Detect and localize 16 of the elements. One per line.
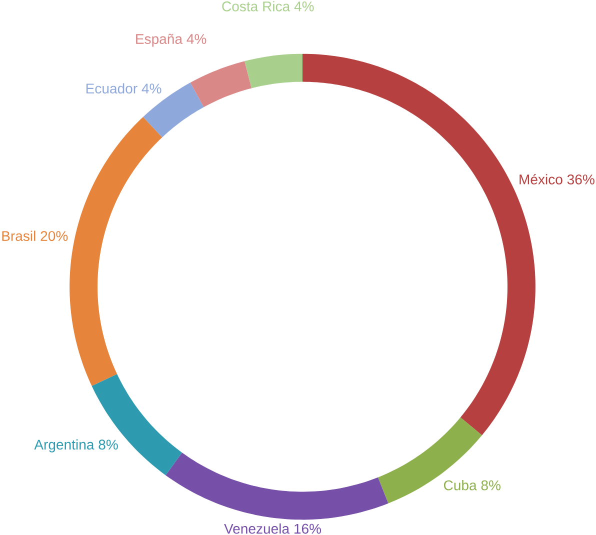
data-label: 16% bbox=[294, 524, 322, 534]
data-label: 4% bbox=[142, 84, 162, 94]
slice-label: Brasil bbox=[2, 230, 36, 242]
slice-label: España bbox=[136, 34, 183, 47]
slice-label: México bbox=[520, 174, 562, 185]
slice-label: Costa Rica bbox=[222, 1, 290, 12]
slice-label: Cuba bbox=[444, 480, 477, 490]
slice-label: Ecuador bbox=[86, 83, 138, 94]
data-label: 8% bbox=[481, 480, 500, 490]
data-label: 36% bbox=[567, 174, 594, 185]
data-label: 8% bbox=[98, 440, 118, 450]
data-label: 4% bbox=[294, 2, 314, 12]
data-label: 20% bbox=[40, 231, 68, 242]
slice-label: Argentina bbox=[34, 439, 94, 452]
data-label: 4% bbox=[186, 34, 206, 44]
slice-label: Venezuela bbox=[224, 524, 290, 534]
